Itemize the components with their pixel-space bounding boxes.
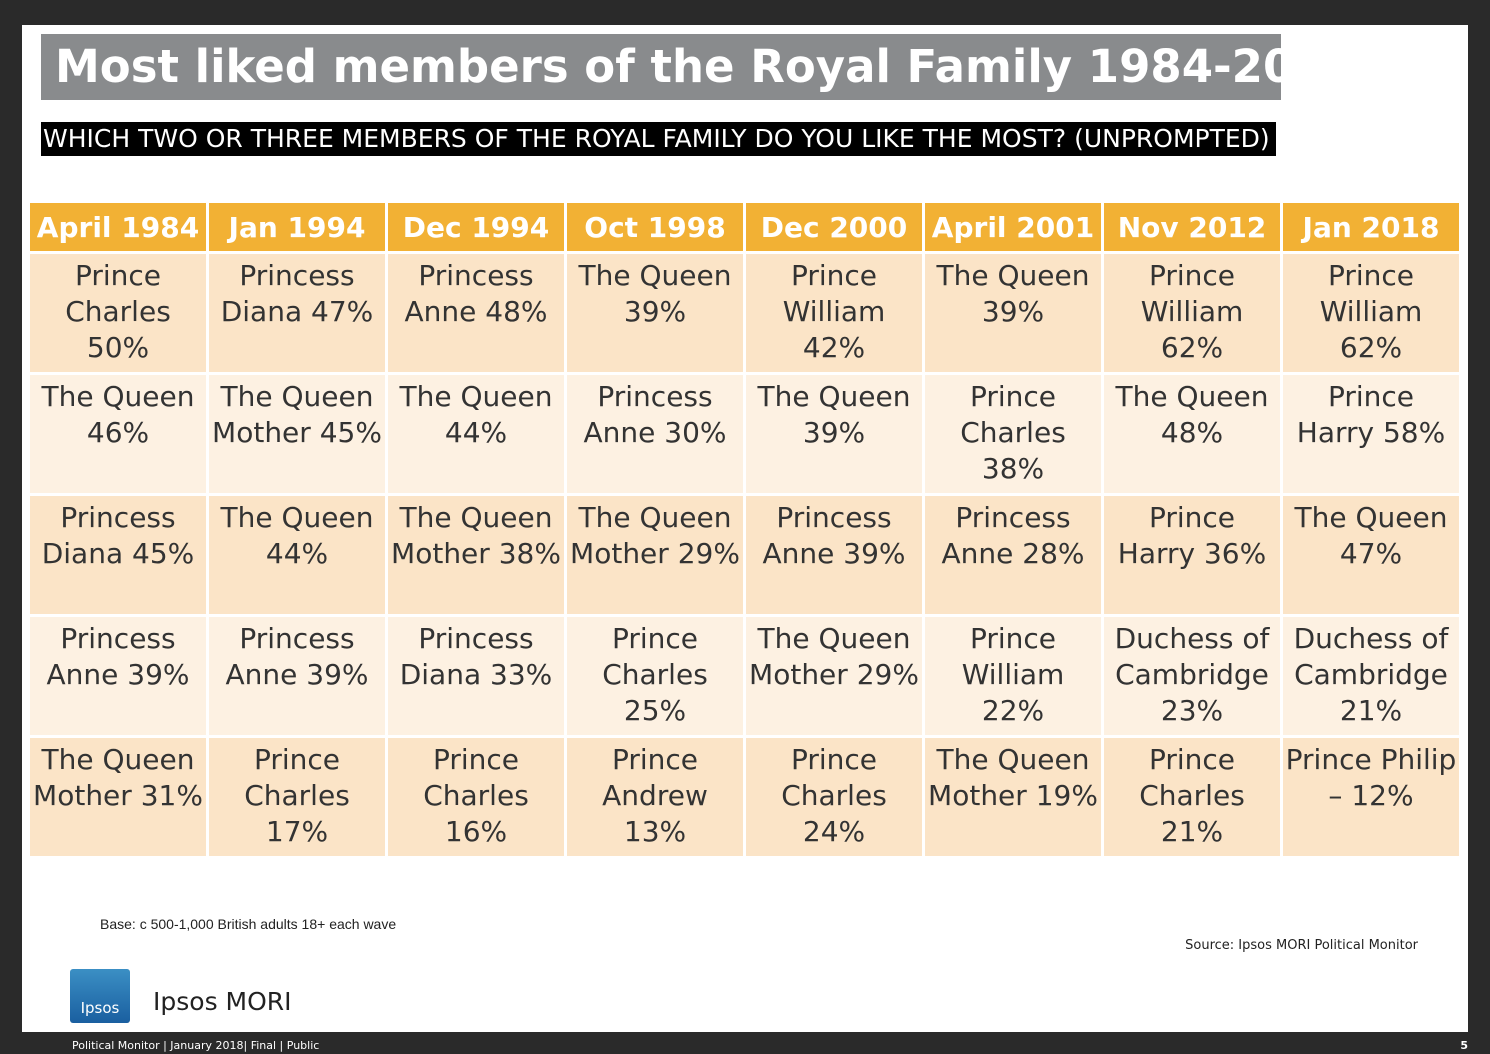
logo-icon-text: Ipsos — [80, 999, 120, 1017]
logo-name: Ipsos MORI — [153, 987, 292, 1016]
ranking-table: April 1984 Jan 1994 Dec 1994 Oct 1998 Dec 20… — [27, 200, 1462, 859]
table-cell: Prince William 62% — [1283, 254, 1459, 372]
subtitle: WHICH TWO OR THREE MEMBERS OF THE ROYAL … — [41, 122, 1276, 156]
table-cell: The Queen Mother 38% — [388, 496, 564, 614]
table-cell: The Queen Mother 31% — [30, 738, 206, 856]
table-row: The Queen 46% The Queen Mother 45% The Que… — [30, 375, 1459, 493]
table-cell: The Queen 47% — [1283, 496, 1459, 614]
table-row: Prince Charles 50% Princess Diana 47% Prin… — [30, 254, 1459, 372]
table-cell: The Queen Mother 29% — [746, 617, 922, 735]
table-cell: Princess Diana 47% — [209, 254, 385, 372]
table-cell: The Queen Mother 45% — [209, 375, 385, 493]
column-header: Jan 2018 — [1283, 203, 1459, 251]
header-row: April 1984 Jan 1994 Dec 1994 Oct 1998 Dec 20… — [30, 203, 1459, 251]
table-cell: Princess Anne 48% — [388, 254, 564, 372]
table-cell: Prince William 22% — [925, 617, 1101, 735]
slide: Most liked members of the Royal Family 1… — [22, 25, 1468, 1032]
table-cell: Duchess of Cambridge 23% — [1104, 617, 1280, 735]
table-cell: Prince Harry 58% — [1283, 375, 1459, 493]
table-cell: The Queen 48% — [1104, 375, 1280, 493]
column-header: Dec 1994 — [388, 203, 564, 251]
table-cell: The Queen 39% — [925, 254, 1101, 372]
table-cell: Prince Philip – 12% — [1283, 738, 1459, 856]
table-cell: Princess Diana 45% — [30, 496, 206, 614]
table-cell: Princess Anne 30% — [567, 375, 743, 493]
table-cell: Princess Anne 39% — [209, 617, 385, 735]
column-header: Nov 2012 — [1104, 203, 1280, 251]
title: Most liked members of the Royal Family 1… — [41, 34, 1357, 100]
table-cell: Prince Andrew 13% — [567, 738, 743, 856]
source-note: Source: Ipsos MORI Political Monitor — [1185, 938, 1418, 953]
table-cell: The Queen 44% — [209, 496, 385, 614]
table-row: The Queen Mother 31% Prince Charles 17% Pr… — [30, 738, 1459, 856]
table-row: Princess Anne 39% Princess Anne 39% Prince… — [30, 617, 1459, 735]
table-cell: Prince Charles 21% — [1104, 738, 1280, 856]
table-cell: The Queen 44% — [388, 375, 564, 493]
table-cell: The Queen 39% — [567, 254, 743, 372]
table-cell: Princess Anne 39% — [30, 617, 206, 735]
logo-icon: Ipsos — [70, 969, 130, 1023]
table-row: Princess Diana 45% The Queen 44% The Queen… — [30, 496, 1459, 614]
page-number: 5 — [1460, 1039, 1468, 1052]
column-header: Jan 1994 — [209, 203, 385, 251]
footer-text: Political Monitor | January 2018| Final … — [72, 1039, 320, 1052]
column-header: Oct 1998 — [567, 203, 743, 251]
table-cell: Prince Charles 16% — [388, 738, 564, 856]
table-cell: Prince Charles 25% — [567, 617, 743, 735]
column-header: April 1984 — [30, 203, 206, 251]
table-cell: Prince Charles 17% — [209, 738, 385, 856]
column-header: April 2001 — [925, 203, 1101, 251]
column-header: Dec 2000 — [746, 203, 922, 251]
table-cell: Prince Charles 50% — [30, 254, 206, 372]
table-cell: Prince Harry 36% — [1104, 496, 1280, 614]
table-cell: Princess Anne 28% — [925, 496, 1101, 614]
table-cell: Prince William 62% — [1104, 254, 1280, 372]
base-note: Base: c 500-1,000 British adults 18+ eac… — [100, 916, 397, 932]
table-cell: The Queen 39% — [746, 375, 922, 493]
table-cell: Prince Charles 38% — [925, 375, 1101, 493]
table-cell: Prince William 42% — [746, 254, 922, 372]
table-cell: Prince Charles 24% — [746, 738, 922, 856]
table-cell: The Queen Mother 19% — [925, 738, 1101, 856]
table-cell: Princess Diana 33% — [388, 617, 564, 735]
table-cell: Princess Anne 39% — [746, 496, 922, 614]
table-cell: The Queen Mother 29% — [567, 496, 743, 614]
table-cell: Duchess of Cambridge 21% — [1283, 617, 1459, 735]
table-cell: The Queen 46% — [30, 375, 206, 493]
